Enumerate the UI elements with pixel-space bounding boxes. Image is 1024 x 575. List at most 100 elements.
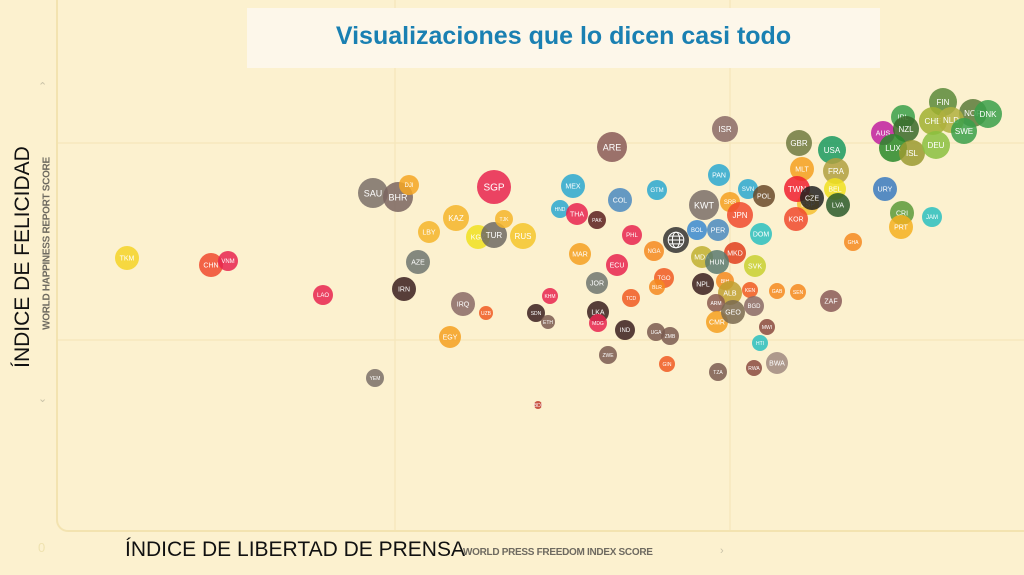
bubble-irn[interactable]: IRN bbox=[392, 277, 416, 301]
chevron-up-icon[interactable]: ⌃ bbox=[38, 81, 48, 93]
bubble-npl[interactable]: NPL bbox=[692, 273, 714, 295]
bubble-isl[interactable]: ISL bbox=[899, 140, 925, 166]
bubble-mark[interactable] bbox=[759, 319, 775, 335]
bubble-mark[interactable] bbox=[313, 285, 333, 305]
bubble-arm[interactable]: ARM bbox=[707, 294, 725, 312]
bubble-gbr[interactable]: GBR bbox=[786, 130, 812, 156]
bubble-pak[interactable]: PAK bbox=[588, 211, 606, 229]
bubble-gtm[interactable]: GTM bbox=[647, 180, 667, 200]
bubble-mark[interactable] bbox=[399, 175, 419, 195]
bubble-mark[interactable] bbox=[477, 170, 511, 204]
bubble-col[interactable]: COL bbox=[608, 188, 632, 212]
bubble-mark[interactable] bbox=[746, 360, 762, 376]
bubble-mex[interactable]: MEX bbox=[561, 174, 585, 198]
bubble-mark[interactable] bbox=[406, 250, 430, 274]
bubble-mark[interactable] bbox=[951, 118, 977, 144]
bubble-mark[interactable] bbox=[752, 335, 768, 351]
bubble-swe[interactable]: SWE bbox=[951, 118, 977, 144]
bubble-tkm[interactable]: TKM bbox=[115, 246, 139, 270]
bubble-mdg[interactable]: MDG bbox=[589, 314, 607, 332]
bubble-mark[interactable] bbox=[826, 193, 850, 217]
bubble-yem[interactable]: YEM bbox=[366, 369, 384, 387]
bubble-mark[interactable] bbox=[358, 178, 388, 208]
bubble-sen[interactable]: SEN bbox=[790, 284, 806, 300]
bubble-prt[interactable]: PRT bbox=[889, 215, 913, 239]
bubble-ken[interactable]: KEN bbox=[742, 282, 758, 298]
bubble-jor[interactable]: JOR bbox=[586, 272, 608, 294]
bubble-mark[interactable] bbox=[889, 215, 913, 239]
bubble-tza[interactable]: TZA bbox=[709, 363, 727, 381]
bubble-mark[interactable] bbox=[705, 250, 729, 274]
bubble-irq[interactable]: IRQ bbox=[451, 292, 475, 316]
bubble-tha[interactable]: THA bbox=[566, 203, 588, 225]
bubble-fra[interactable]: FRA bbox=[823, 158, 849, 184]
bubble-mark[interactable] bbox=[873, 177, 897, 201]
bubble-mark[interactable] bbox=[542, 288, 558, 304]
chevron-right-icon[interactable]: › bbox=[720, 545, 724, 557]
bubble-mark[interactable] bbox=[644, 241, 664, 261]
bubble-mark[interactable] bbox=[622, 289, 640, 307]
bubble-bwa[interactable]: BWA bbox=[766, 352, 788, 374]
bubble-isr[interactable]: ISR bbox=[712, 116, 738, 142]
bubble-mark[interactable] bbox=[766, 352, 788, 374]
bubble-nzl[interactable]: NZL bbox=[893, 116, 919, 142]
bubble-svn[interactable]: SVN bbox=[738, 179, 758, 199]
bubble-mark[interactable] bbox=[769, 283, 785, 299]
bubble-cze[interactable]: CZE bbox=[800, 186, 824, 210]
bubble-ury[interactable]: URY bbox=[873, 177, 897, 201]
bubble-mark[interactable] bbox=[790, 284, 806, 300]
bubble-mark[interactable] bbox=[199, 253, 223, 277]
bubble-mark[interactable] bbox=[744, 296, 764, 316]
bubble-zaf[interactable]: ZAF bbox=[820, 290, 842, 312]
bubble-mark[interactable] bbox=[738, 179, 758, 199]
bubble-mark[interactable] bbox=[589, 314, 607, 332]
bubble-mark[interactable] bbox=[588, 211, 606, 229]
bubble-mark[interactable] bbox=[844, 233, 862, 251]
bubble-lao[interactable]: LAO bbox=[313, 285, 333, 305]
bubble-mark[interactable] bbox=[569, 243, 591, 265]
bubble-mark[interactable] bbox=[527, 304, 545, 322]
bubble-mark[interactable] bbox=[608, 188, 632, 212]
bubble-mark[interactable] bbox=[790, 157, 814, 181]
bubble-dom[interactable]: DOM bbox=[750, 223, 772, 245]
bubble-mark[interactable] bbox=[724, 242, 746, 264]
bubble-mark[interactable] bbox=[800, 186, 824, 210]
bubble-ind[interactable]: IND bbox=[615, 320, 635, 340]
bubble-mark[interactable] bbox=[974, 100, 1002, 128]
bubble-mark[interactable] bbox=[479, 306, 493, 320]
bubble-mark[interactable] bbox=[661, 327, 679, 345]
bubble-uzb[interactable]: UZB bbox=[479, 306, 493, 320]
bubble-mark[interactable] bbox=[451, 292, 475, 316]
bubble-mark[interactable] bbox=[541, 315, 555, 329]
bubble-dnk[interactable]: DNK bbox=[974, 100, 1002, 128]
bubble-mwi[interactable]: MWI bbox=[759, 319, 775, 335]
bubble-mark[interactable] bbox=[495, 210, 513, 228]
bubble-mark[interactable] bbox=[606, 254, 628, 276]
bubble-mark[interactable] bbox=[689, 190, 719, 220]
bubble-world[interactable]: WORLD bbox=[663, 227, 689, 253]
bubble-mark[interactable] bbox=[622, 225, 642, 245]
bubble-mark[interactable] bbox=[818, 136, 846, 164]
bubble-mark[interactable] bbox=[742, 282, 758, 298]
bubble-mark[interactable] bbox=[820, 290, 842, 312]
bubble-mark[interactable] bbox=[649, 279, 665, 295]
bubble-tjk[interactable]: TJK bbox=[495, 210, 513, 228]
bubble-mark[interactable] bbox=[687, 220, 707, 240]
bubble-lby[interactable]: LBY bbox=[418, 221, 440, 243]
bubble-nga[interactable]: NGA bbox=[644, 241, 664, 261]
bubble-aze[interactable]: AZE bbox=[406, 250, 430, 274]
bubble-gha[interactable]: GHA bbox=[844, 233, 862, 251]
bubble-chn[interactable]: CHN bbox=[199, 253, 223, 277]
bubble-mark[interactable] bbox=[218, 251, 238, 271]
bubble-mark[interactable] bbox=[561, 174, 585, 198]
bubble-mark[interactable] bbox=[647, 180, 667, 200]
bubble-mark[interactable] bbox=[750, 223, 772, 245]
bubble-phl[interactable]: PHL bbox=[622, 225, 642, 245]
bubble-mark[interactable] bbox=[786, 130, 812, 156]
bubble-lva[interactable]: LVA bbox=[826, 193, 850, 217]
bubble-rus[interactable]: RUS bbox=[510, 223, 536, 249]
bubble-khm[interactable]: KHM bbox=[542, 288, 558, 304]
bubble-tcd[interactable]: TCD bbox=[622, 289, 640, 307]
bubble-sgp[interactable]: SGP bbox=[477, 170, 511, 204]
bubble-mark[interactable] bbox=[392, 277, 416, 301]
